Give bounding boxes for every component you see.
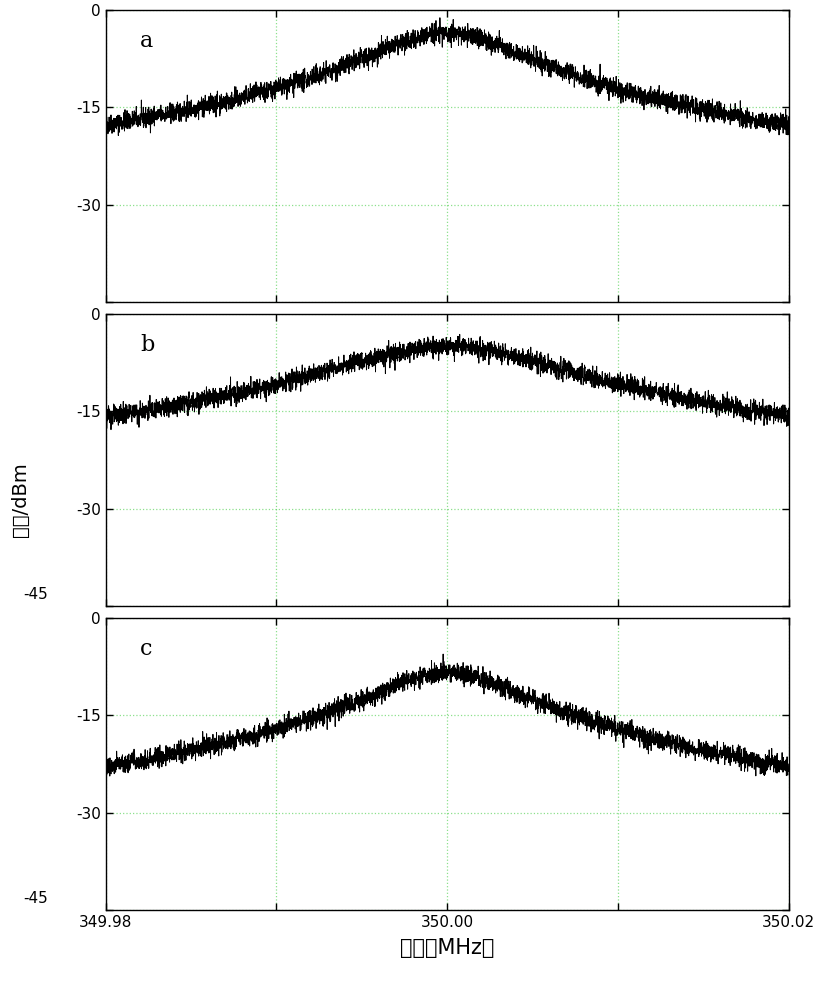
Text: b: b [140,334,154,356]
Text: c: c [140,638,152,660]
Text: 幅度/dBm: 幅度/dBm [11,463,30,537]
Text: -45: -45 [23,891,48,906]
Text: a: a [140,30,153,52]
Text: -45: -45 [23,587,48,602]
X-axis label: 频率（MHz）: 频率（MHz） [400,938,494,958]
